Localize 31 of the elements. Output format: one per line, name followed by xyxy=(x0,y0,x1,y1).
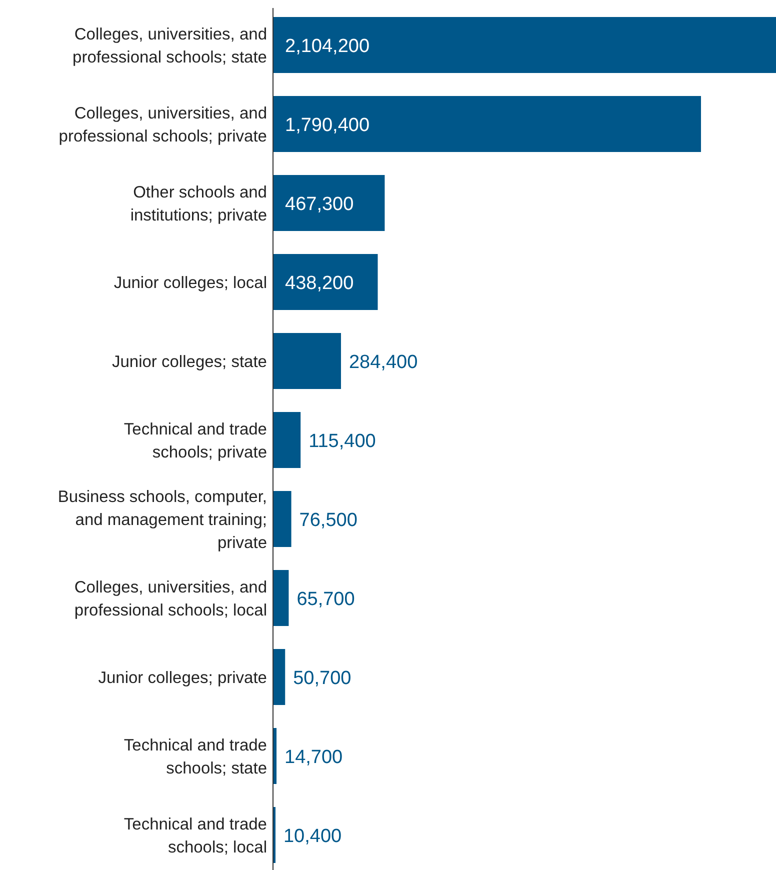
y-tick-label: Junior colleges; local xyxy=(114,274,267,292)
bar xyxy=(273,17,776,73)
bar xyxy=(273,649,286,705)
bar xyxy=(273,96,701,152)
bar xyxy=(273,254,378,310)
y-tick-label: Technical and trade schools; private xyxy=(124,420,267,462)
y-tick-label: Junior colleges; state xyxy=(112,353,267,371)
data-label: 284,400 xyxy=(348,352,418,373)
bar xyxy=(273,491,292,547)
y-tick-label: Colleges, universities, and professional schools; local xyxy=(74,578,267,620)
data-label: 14,700 xyxy=(284,747,343,768)
data-label: 1,790,400 xyxy=(285,115,370,136)
data-label: 115,400 xyxy=(308,431,376,452)
y-tick-label: Technical and trade schools; local xyxy=(124,816,267,856)
y-tick-label: Business schools, computer, and management training; private xyxy=(58,488,267,552)
data-label: 50,700 xyxy=(293,668,352,689)
data-label: 65,700 xyxy=(296,589,355,610)
y-tick-label: Junior colleges; private xyxy=(98,669,267,687)
data-label: 10,400 xyxy=(283,826,342,847)
data-label: 2,104,200 xyxy=(285,36,370,57)
data-label: 76,500 xyxy=(299,510,358,531)
y-tick-label: Colleges, universities, and professional schools; private xyxy=(58,104,267,146)
data-label: 438,200 xyxy=(285,273,354,294)
y-tick-label: Colleges, universities, and professional schools; state xyxy=(72,26,267,66)
y-tick-label: Other schools and institutions; private xyxy=(130,184,267,224)
bar xyxy=(273,175,385,231)
data-label: 467,300 xyxy=(285,194,354,215)
y-tick-label: Technical and trade schools; state xyxy=(124,736,267,778)
bar xyxy=(273,570,289,626)
bar xyxy=(273,333,341,389)
bar xyxy=(273,412,301,468)
